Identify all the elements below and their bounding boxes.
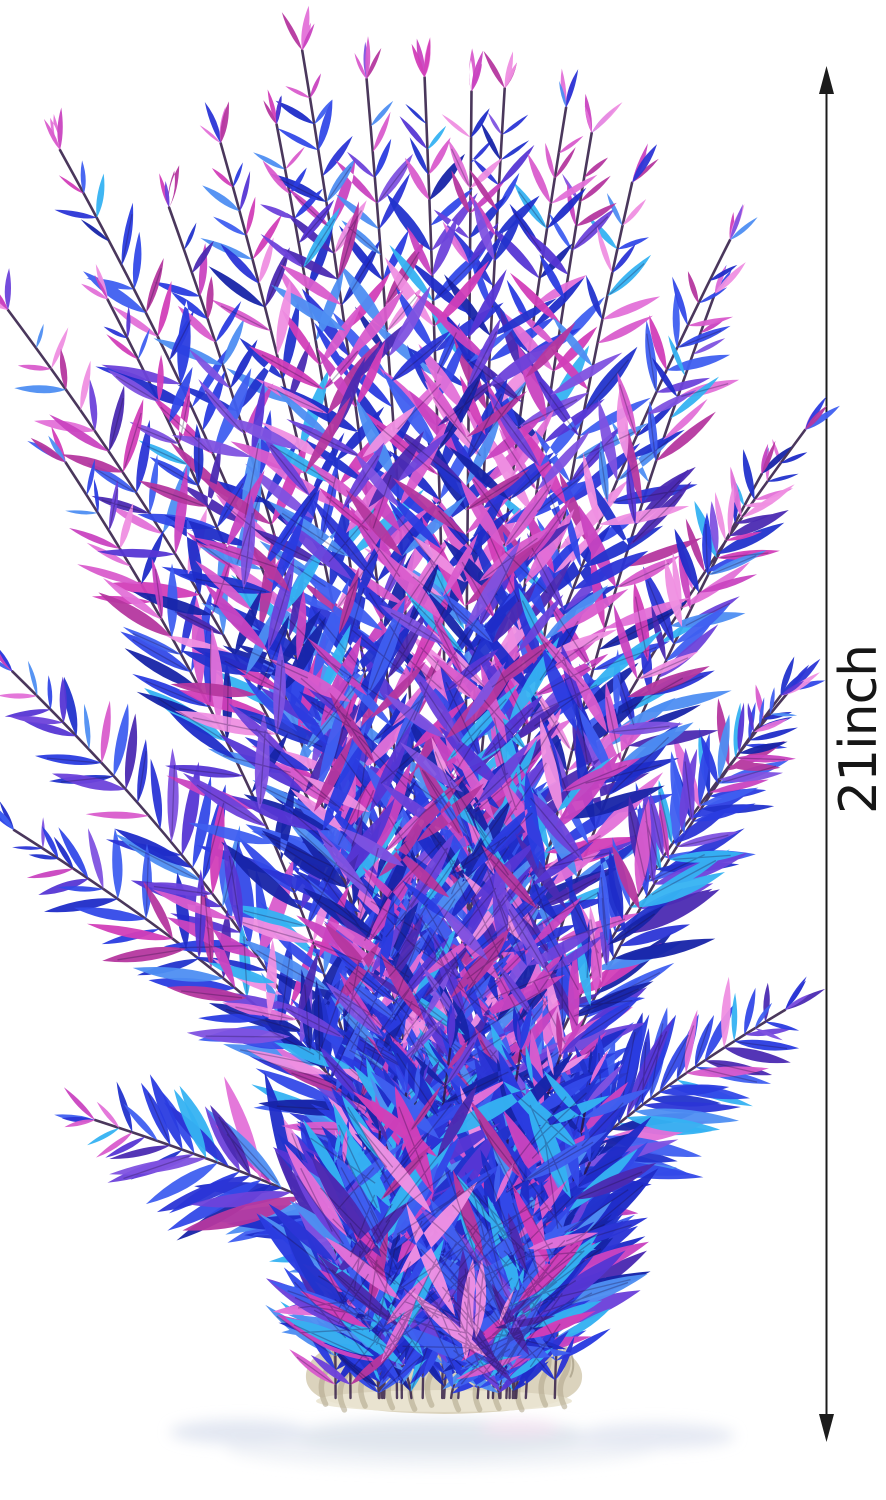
- arrowhead-down-icon: [819, 1414, 834, 1442]
- foliage-front: [256, 1002, 659, 1400]
- foliage-back: [0, 5, 840, 1346]
- dimension-arrow: [819, 66, 834, 1442]
- dimension-label: 21inch: [829, 644, 886, 814]
- arrowhead-up-icon: [819, 66, 834, 94]
- base-reflection: [170, 1419, 735, 1468]
